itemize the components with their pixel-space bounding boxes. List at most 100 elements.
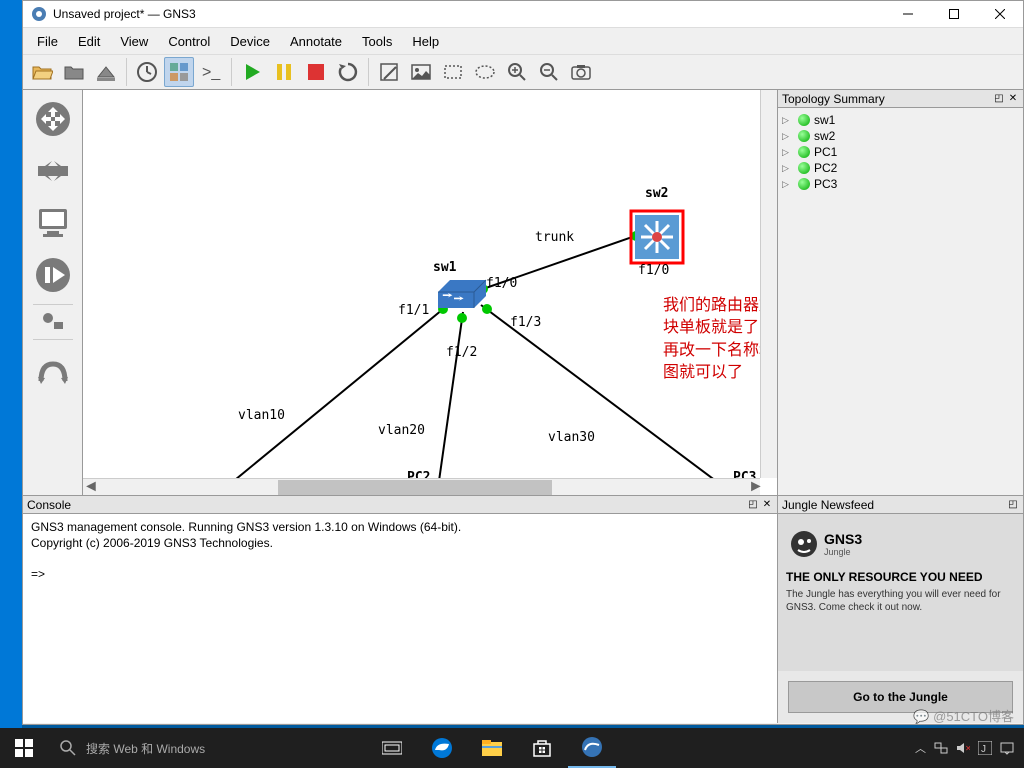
tree-item-pc2[interactable]: ▷PC2 [782, 160, 1019, 176]
play-icon[interactable] [237, 57, 267, 87]
system-tray[interactable]: ︿ ✕ J [915, 740, 1024, 756]
port-sw1-f11: f1/1 [398, 303, 429, 318]
newsfeed-header: Jungle Newsfeed ◰ [778, 496, 1023, 514]
svg-text:>_: >_ [202, 64, 221, 81]
save-icon[interactable] [59, 57, 89, 87]
label-vlan10[interactable]: vlan10 [238, 408, 285, 423]
status-dot-icon [798, 178, 810, 190]
port-sw1-f12: f1/2 [446, 345, 477, 360]
notify-tray-icon[interactable] [1000, 741, 1014, 755]
port-sw1-f10: f1/0 [486, 276, 517, 291]
menu-help[interactable]: Help [402, 31, 449, 52]
label-vlan20[interactable]: vlan20 [378, 423, 425, 438]
zoomin-icon[interactable] [502, 57, 532, 87]
menubar: File Edit View Control Device Annotate T… [23, 28, 1023, 54]
search-icon [60, 740, 76, 756]
console-header: Console ◰ ✕ [23, 496, 777, 514]
titlebar: Unsaved project* — GNS3 [23, 1, 1023, 28]
gns3-window: Unsaved project* — GNS3 File Edit View C… [22, 0, 1024, 725]
reload-icon[interactable] [333, 57, 363, 87]
router-category-icon[interactable] [30, 96, 76, 142]
app-icon [31, 6, 47, 22]
newsfeed-body: GNS3Jungle THE ONLY RESOURCE YOU NEED Th… [778, 514, 1023, 671]
tree-item-pc1[interactable]: ▷PC1 [782, 144, 1019, 160]
taskbar: 搜索 Web 和 Windows ︿ ✕ J [0, 728, 1024, 768]
panel-close-icon[interactable]: ✕ [1007, 93, 1019, 105]
canvas-svg [83, 90, 763, 478]
stop-icon[interactable] [301, 57, 331, 87]
volume-tray-icon[interactable]: ✕ [956, 741, 970, 755]
label-trunk[interactable]: trunk [535, 230, 574, 245]
window-controls [885, 1, 1023, 28]
panel-close-icon[interactable]: ✕ [761, 499, 773, 511]
label-vlan30[interactable]: vlan30 [548, 430, 595, 445]
taskbar-search[interactable]: 搜索 Web 和 Windows [48, 728, 348, 768]
taskview-icon[interactable] [368, 728, 416, 768]
edge-icon[interactable] [418, 728, 466, 768]
ellipse-icon[interactable] [470, 57, 500, 87]
browser-running-icon[interactable] [568, 728, 616, 768]
svg-text:✕: ✕ [965, 744, 970, 753]
link-tool-icon[interactable] [30, 346, 76, 392]
topology-summary-panel: Topology Summary ◰ ✕ ▷sw1 ▷sw2 ▷PC1 ▷PC2… [777, 90, 1023, 495]
status-dot-icon [798, 146, 810, 158]
port-sw2-f10: f1/0 [638, 263, 669, 278]
menu-view[interactable]: View [110, 31, 158, 52]
topology-panel-header: Topology Summary ◰ ✕ [778, 90, 1023, 108]
menu-device[interactable]: Device [220, 31, 280, 52]
menu-tools[interactable]: Tools [352, 31, 402, 52]
note-icon[interactable] [374, 57, 404, 87]
maximize-button[interactable] [931, 1, 977, 28]
network-tray-icon[interactable] [934, 741, 948, 755]
svg-text:J: J [981, 744, 986, 755]
jungle-button[interactable]: Go to the Jungle [788, 681, 1013, 713]
switch-category-icon[interactable] [30, 148, 76, 194]
pause-icon[interactable] [269, 57, 299, 87]
panel-float-icon[interactable]: ◰ [993, 93, 1005, 105]
explorer-icon[interactable] [468, 728, 516, 768]
clock-icon[interactable] [132, 57, 162, 87]
taskbar-apps [368, 728, 616, 768]
all-devices-icon[interactable] [41, 311, 65, 333]
tree-item-pc3[interactable]: ▷PC3 [782, 176, 1019, 192]
zoomout-icon[interactable] [534, 57, 564, 87]
desktop-strip [0, 0, 22, 768]
start-button[interactable] [0, 728, 48, 768]
news-body-text: The Jungle has everything you will ever … [786, 588, 1015, 614]
window-title: Unsaved project* — GNS3 [53, 7, 885, 21]
menu-edit[interactable]: Edit [68, 31, 110, 52]
panel-float-icon[interactable]: ◰ [1007, 499, 1019, 511]
close-button[interactable] [977, 1, 1023, 28]
device-dock [23, 90, 83, 495]
menu-annotate[interactable]: Annotate [280, 31, 352, 52]
security-category-icon[interactable] [30, 252, 76, 298]
console-icon[interactable]: >_ [196, 57, 226, 87]
open-icon[interactable] [27, 57, 57, 87]
enddevice-category-icon[interactable] [30, 200, 76, 246]
status-dot-icon [798, 162, 810, 174]
menu-control[interactable]: Control [158, 31, 220, 52]
grid-icon[interactable] [164, 57, 194, 87]
tray-chevron-icon[interactable]: ︿ [915, 740, 926, 756]
minimize-button[interactable] [885, 1, 931, 28]
status-dot-icon [798, 130, 810, 142]
console-panel: Console ◰ ✕ GNS3 management console. Run… [23, 496, 777, 723]
menu-file[interactable]: File [27, 31, 68, 52]
topology-canvas[interactable]: sw1 sw2 PC1 PC2 PC3 trunk f1/0 f1/0 vlan… [83, 90, 777, 495]
tree-item-sw1[interactable]: ▷sw1 [782, 112, 1019, 128]
export-icon[interactable] [91, 57, 121, 87]
port-sw1-f13: f1/3 [510, 315, 541, 330]
image-icon[interactable] [406, 57, 436, 87]
tree-item-sw2[interactable]: ▷sw2 [782, 128, 1019, 144]
topology-tree: ▷sw1 ▷sw2 ▷PC1 ▷PC2 ▷PC3 [778, 108, 1023, 196]
label-sw1[interactable]: sw1 [433, 260, 456, 275]
ime-tray-icon[interactable]: J [978, 741, 992, 755]
panel-float-icon[interactable]: ◰ [747, 499, 759, 511]
label-sw2[interactable]: sw2 [645, 186, 668, 201]
store-icon[interactable] [518, 728, 566, 768]
rect-icon[interactable] [438, 57, 468, 87]
canvas-scrollbar-v[interactable] [760, 90, 777, 478]
console-output[interactable]: GNS3 management console. Running GNS3 ve… [23, 514, 777, 588]
snapshot-icon[interactable] [566, 57, 596, 87]
canvas-scrollbar-h[interactable]: ◄► [83, 478, 760, 495]
